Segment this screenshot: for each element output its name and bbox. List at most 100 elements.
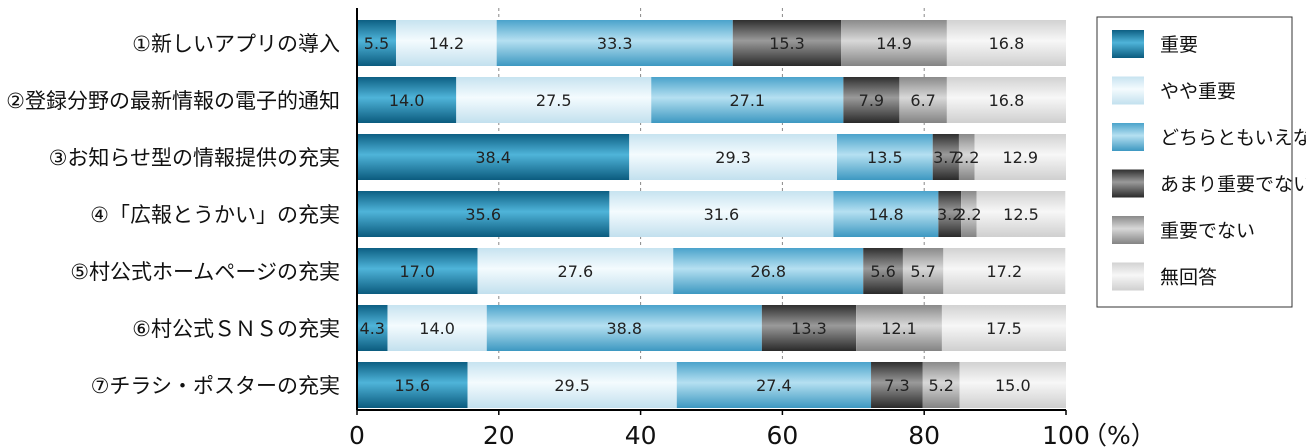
bar-segment: [959, 362, 1066, 408]
bar-row: 38.4 29.3 13.5 3.72.2 12.9: [357, 134, 1066, 180]
x-unit-label: （%）: [1082, 421, 1156, 447]
bar-segment: [357, 134, 630, 180]
bar-segment: [676, 362, 872, 408]
legend-swatch: [1112, 76, 1144, 105]
bar-segment: [922, 362, 960, 408]
category-label: ⑦チラシ・ポスターの充実: [91, 374, 340, 398]
bar-segment: [943, 248, 1066, 294]
data-label: 3.2: [937, 205, 962, 224]
bar-row: 4.3 14.0 38.8 13.3 12.1 17.5: [357, 305, 1066, 351]
data-label: 33.3: [597, 34, 633, 53]
bar-segment: [477, 248, 674, 294]
bar-segment: [496, 20, 733, 66]
category-label: ②登録分野の最新情報の電子的通知: [6, 89, 340, 113]
bar-segment: [958, 134, 975, 180]
bar-segment: [863, 248, 903, 294]
data-label: 16.8: [989, 34, 1025, 53]
data-label: 6.7: [910, 91, 935, 110]
bar-row: 14.0 27.5 27.1 7.9 6.7 16.8: [357, 77, 1066, 123]
data-label: 5.6: [870, 262, 895, 281]
legend-swatch: [1112, 262, 1144, 291]
data-label: 27.1: [729, 91, 765, 110]
bar-segment: [629, 134, 837, 180]
legend-label: 無回答: [1160, 267, 1217, 289]
bar-segment: [946, 20, 1066, 66]
data-label: 5.5: [364, 34, 389, 53]
bar-segment: [467, 362, 677, 408]
category-label: ③お知らせ型の情報提供の充実: [49, 146, 340, 170]
category-label: ④「広報とうかい」の充実: [90, 203, 340, 227]
data-label: 14.9: [876, 34, 912, 53]
data-label: 12.9: [1002, 148, 1038, 167]
bar-row: 35.6 31.6 14.8 3.22.2 12.5: [357, 191, 1066, 237]
bar-segment: [843, 77, 900, 123]
x-tick-label: 20: [483, 421, 515, 447]
data-label: 29.3: [715, 148, 751, 167]
x-tick-label: 80: [908, 421, 940, 447]
data-label: 5.7: [910, 262, 935, 281]
bar-segment: [932, 134, 959, 180]
data-label: 27.5: [536, 91, 572, 110]
data-label: 15.6: [394, 376, 430, 395]
data-label: 15.0: [995, 376, 1031, 395]
data-label: 17.5: [986, 319, 1022, 338]
data-label: 7.3: [884, 376, 909, 395]
data-label: 2.2: [954, 148, 979, 167]
data-label: 27.4: [756, 376, 792, 395]
data-label: 5.2: [928, 376, 953, 395]
bar-segment: [871, 362, 923, 408]
x-tick-label: 60: [766, 421, 798, 447]
legend-label: あまり重要でない: [1160, 174, 1306, 196]
legend-label: やや重要: [1160, 81, 1236, 103]
category-label: ①新しいアプリの導入: [132, 32, 340, 56]
bar-row: 17.0 27.6 26.8 5.6 5.7 17.2: [357, 248, 1066, 294]
legend: 重要やや重要どちらともいえないあまり重要でない重要でない無回答: [1096, 16, 1306, 308]
data-label: 17.2: [987, 262, 1023, 281]
bar-segment: [357, 305, 388, 351]
bar-segment: [856, 305, 942, 351]
data-label: 26.8: [750, 262, 786, 281]
bar-segment: [395, 20, 497, 66]
x-tick-label: 0: [349, 421, 365, 447]
legend-label: 重要: [1160, 34, 1198, 56]
data-label: 14.0: [419, 319, 455, 338]
bar-segment: [357, 248, 478, 294]
data-label: 7.9: [859, 91, 884, 110]
bar-segment: [976, 191, 1066, 237]
bar-segment: [899, 77, 947, 123]
data-label: 2.2: [956, 205, 981, 224]
bar-segment: [357, 20, 396, 66]
data-label: 38.4: [475, 148, 511, 167]
data-label: 31.6: [704, 205, 740, 224]
data-label: 12.5: [1003, 205, 1039, 224]
data-label: 13.5: [867, 148, 903, 167]
bar-segment: [732, 20, 842, 66]
category-label: ⑥村公式ＳＮＳの充実: [132, 317, 340, 341]
bar-segment: [357, 362, 468, 408]
bar-segment: [357, 77, 457, 123]
bar-segment: [673, 248, 864, 294]
data-label: 14.8: [868, 205, 904, 224]
legend-swatch: [1112, 216, 1144, 244]
legend-label: どちらともいえない: [1160, 127, 1306, 149]
bar-segment: [941, 305, 1066, 351]
data-label: 14.2: [429, 34, 465, 53]
legend-label: 重要でない: [1160, 220, 1255, 242]
bar-segment: [651, 77, 844, 123]
bar-segment: [609, 191, 834, 237]
bar-segment: [902, 248, 944, 294]
bar-segment: [761, 305, 857, 351]
bar-segment: [486, 305, 762, 351]
bar-segment: [836, 134, 933, 180]
data-label: 3.7: [933, 148, 958, 167]
data-label: 38.8: [606, 319, 642, 338]
legend-swatch: [1112, 123, 1144, 151]
data-label: 29.5: [554, 376, 590, 395]
bar-segment: [357, 191, 610, 237]
axes: 0 20 40 60 80 100（%）: [349, 8, 1156, 447]
bar-segment: [961, 191, 977, 237]
bars: 5.5 14.2 33.3 15.3 14.9 16.8 14.0 27.5 27.1 7.9 6.…: [357, 20, 1066, 408]
category-label: ⑤村公式ホームページの充実: [70, 260, 340, 284]
legend-swatch: [1112, 30, 1144, 58]
